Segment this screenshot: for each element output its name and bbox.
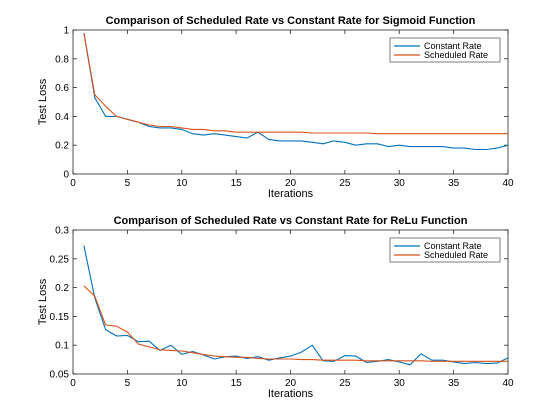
x-tick-label: 40 — [502, 378, 514, 389]
x-tick-label: 0 — [70, 178, 76, 189]
series-line-scheduled-rate — [83, 285, 508, 362]
y-tick-label: 0.3 — [55, 226, 69, 237]
legend-entry: Scheduled Rate — [424, 250, 488, 260]
y-tick-label: 0.8 — [55, 54, 69, 65]
x-tick-label: 35 — [448, 378, 460, 389]
x-axis-label: Iterations — [268, 188, 314, 200]
x-tick-label: 20 — [285, 378, 297, 389]
x-tick-label: 30 — [394, 378, 406, 389]
x-tick-label: 15 — [231, 378, 243, 389]
y-tick-label: 0.2 — [55, 283, 69, 294]
legend-entry: Constant Rate — [424, 241, 482, 251]
legend-box — [389, 237, 501, 263]
x-tick-label: 25 — [339, 178, 351, 189]
chart-1: 0 5 10 15 20 25 30 35 40 0 0.2 0.4 0.6 0.8 1 Comparison… — [37, 15, 514, 200]
y-tick-label: 0.1 — [55, 341, 69, 352]
x-tick-label: 15 — [231, 178, 243, 189]
x-tick-label: 40 — [502, 178, 514, 189]
legend-entry: Constant Rate — [424, 41, 482, 51]
series-line-constant-rate — [83, 32, 509, 151]
chart-2: 0 5 10 15 20 25 30 35 40 0.05 0.1 0.15 0.2 0.25 0.3 Com… — [37, 215, 514, 400]
series-line-constant-rate — [83, 245, 509, 366]
legend-entry: Scheduled Rate — [424, 50, 488, 60]
y-tick-label: 0.05 — [50, 370, 70, 381]
y-axis-label: Test Loss — [37, 78, 49, 125]
x-tick-label: 35 — [448, 178, 460, 189]
y-tick-label: 0.4 — [55, 112, 69, 123]
y-tick-label: 0.2 — [55, 141, 69, 152]
chart-title: Comparison of Scheduled Rate vs Constant… — [114, 215, 468, 227]
x-tick-label: 10 — [176, 378, 188, 389]
y-tick-label: 0.6 — [55, 83, 69, 94]
x-axis-label: Iterations — [268, 388, 314, 400]
y-tick-label: 0.25 — [50, 254, 70, 265]
x-tick-label: 5 — [125, 378, 131, 389]
legend-box — [389, 37, 501, 63]
y-axis-label: Test Loss — [37, 278, 49, 325]
x-tick-label: 10 — [176, 178, 188, 189]
x-tick-label: 5 — [125, 178, 131, 189]
x-tick-label: 30 — [394, 178, 406, 189]
chart-title: Comparison of Scheduled Rate vs Constant… — [106, 15, 476, 27]
x-tick-label: 25 — [339, 378, 351, 389]
y-tick-label: 1 — [63, 26, 69, 37]
x-tick-label: 20 — [285, 178, 297, 189]
y-tick-label: 0 — [63, 170, 69, 181]
series-line-scheduled-rate — [83, 32, 508, 135]
y-tick-label: 0.15 — [50, 312, 70, 323]
x-tick-label: 0 — [70, 378, 76, 389]
